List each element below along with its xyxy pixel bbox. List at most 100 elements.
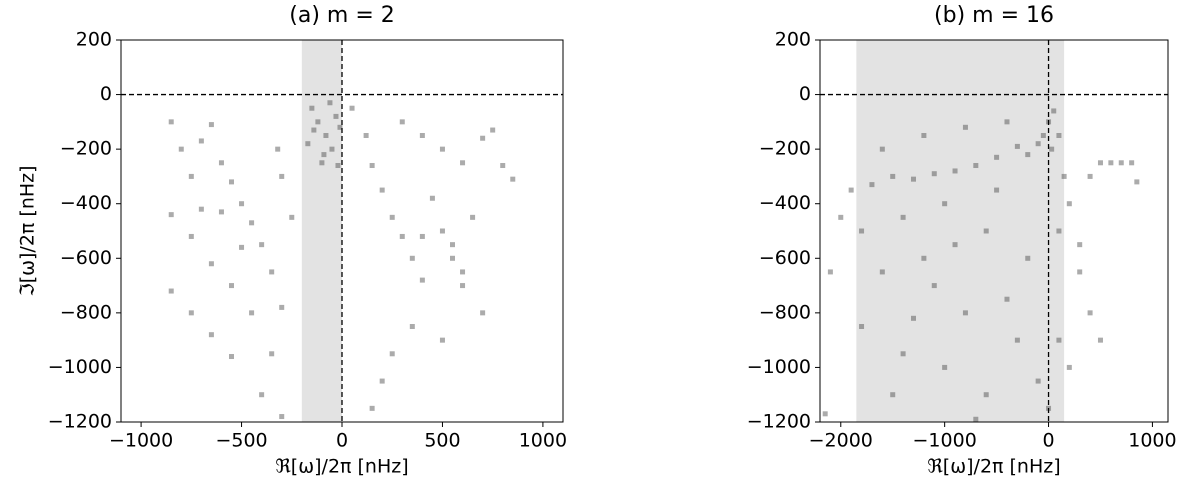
point (229, 354, 234, 360)
point (333, 113, 339, 119)
point (188, 233, 194, 239)
x-tick-label: 1000 (519, 430, 567, 452)
point (973, 163, 979, 169)
point (827, 269, 833, 275)
point (1040, 133, 1046, 138)
point (409, 324, 415, 329)
point (1035, 141, 1041, 147)
point (208, 122, 214, 128)
point (188, 173, 194, 179)
point (510, 176, 516, 182)
point (249, 310, 255, 316)
point (315, 119, 321, 125)
point (931, 171, 937, 177)
point (305, 141, 311, 147)
x-tick-label: −2000 (809, 430, 873, 452)
point (869, 182, 875, 188)
point (259, 242, 265, 248)
point (921, 133, 927, 138)
y-tick-label: −800 (60, 301, 112, 323)
point (439, 228, 445, 234)
panel-title: (a) m = 2 (289, 3, 395, 28)
point (168, 119, 174, 125)
point (460, 283, 466, 289)
point (275, 146, 281, 152)
point (208, 261, 214, 267)
point (1066, 364, 1072, 370)
point (369, 163, 375, 169)
point (335, 163, 341, 169)
point (952, 168, 958, 174)
point (822, 411, 828, 417)
point (1004, 296, 1010, 302)
y-tick-label: −200 (60, 138, 112, 160)
point (309, 105, 315, 111)
point (1066, 201, 1072, 207)
point (321, 152, 327, 158)
point (429, 195, 435, 201)
point (1118, 160, 1124, 166)
point (1134, 179, 1140, 185)
point (311, 127, 317, 133)
point (1056, 133, 1062, 138)
point (1049, 146, 1055, 152)
point (942, 201, 948, 207)
point (399, 233, 405, 239)
point (983, 228, 989, 234)
point (198, 206, 204, 212)
point (983, 392, 989, 398)
point (490, 127, 496, 133)
point (1077, 269, 1083, 275)
point (349, 105, 355, 111)
point (289, 214, 295, 220)
y-tick-label: −1000 (747, 356, 811, 378)
x-tick-label: 0 (1042, 430, 1054, 452)
point (1056, 337, 1062, 343)
point (439, 146, 445, 152)
point (279, 173, 285, 179)
y-tick-label: −600 (60, 247, 112, 269)
point (921, 255, 927, 261)
y-tick-label: 0 (799, 83, 811, 105)
point (1014, 143, 1020, 149)
point (363, 133, 369, 138)
point (239, 244, 245, 250)
point (327, 100, 333, 106)
point (1097, 337, 1103, 343)
y-axis-label: ℑ[ω]/2π [nHz] (17, 165, 39, 296)
point (329, 146, 335, 152)
point (389, 351, 395, 357)
point (460, 269, 466, 275)
point (279, 304, 285, 310)
point (218, 160, 224, 166)
point (1061, 173, 1067, 179)
shaded-region (301, 40, 342, 422)
point (973, 416, 979, 422)
point (848, 187, 854, 193)
point (879, 146, 885, 152)
point (249, 220, 255, 226)
point (450, 255, 455, 261)
point (1025, 152, 1031, 158)
point (900, 214, 906, 220)
point (419, 133, 425, 138)
point (942, 364, 948, 370)
point (168, 288, 174, 294)
point (323, 133, 329, 138)
point (229, 283, 234, 289)
point (178, 146, 184, 152)
point (500, 163, 506, 169)
point (460, 160, 466, 166)
point (198, 138, 204, 144)
x-axis-label: ℜ[ω]/2π [nHz] (275, 456, 408, 478)
y-tick-label: −800 (759, 301, 811, 323)
y-tick-label: −1000 (48, 356, 112, 378)
point (259, 392, 265, 398)
point (218, 209, 224, 215)
y-tick-label: 200 (775, 29, 811, 51)
point (1077, 242, 1083, 248)
point (931, 283, 937, 289)
x-tick-label: −1000 (913, 430, 977, 452)
point (962, 124, 968, 130)
